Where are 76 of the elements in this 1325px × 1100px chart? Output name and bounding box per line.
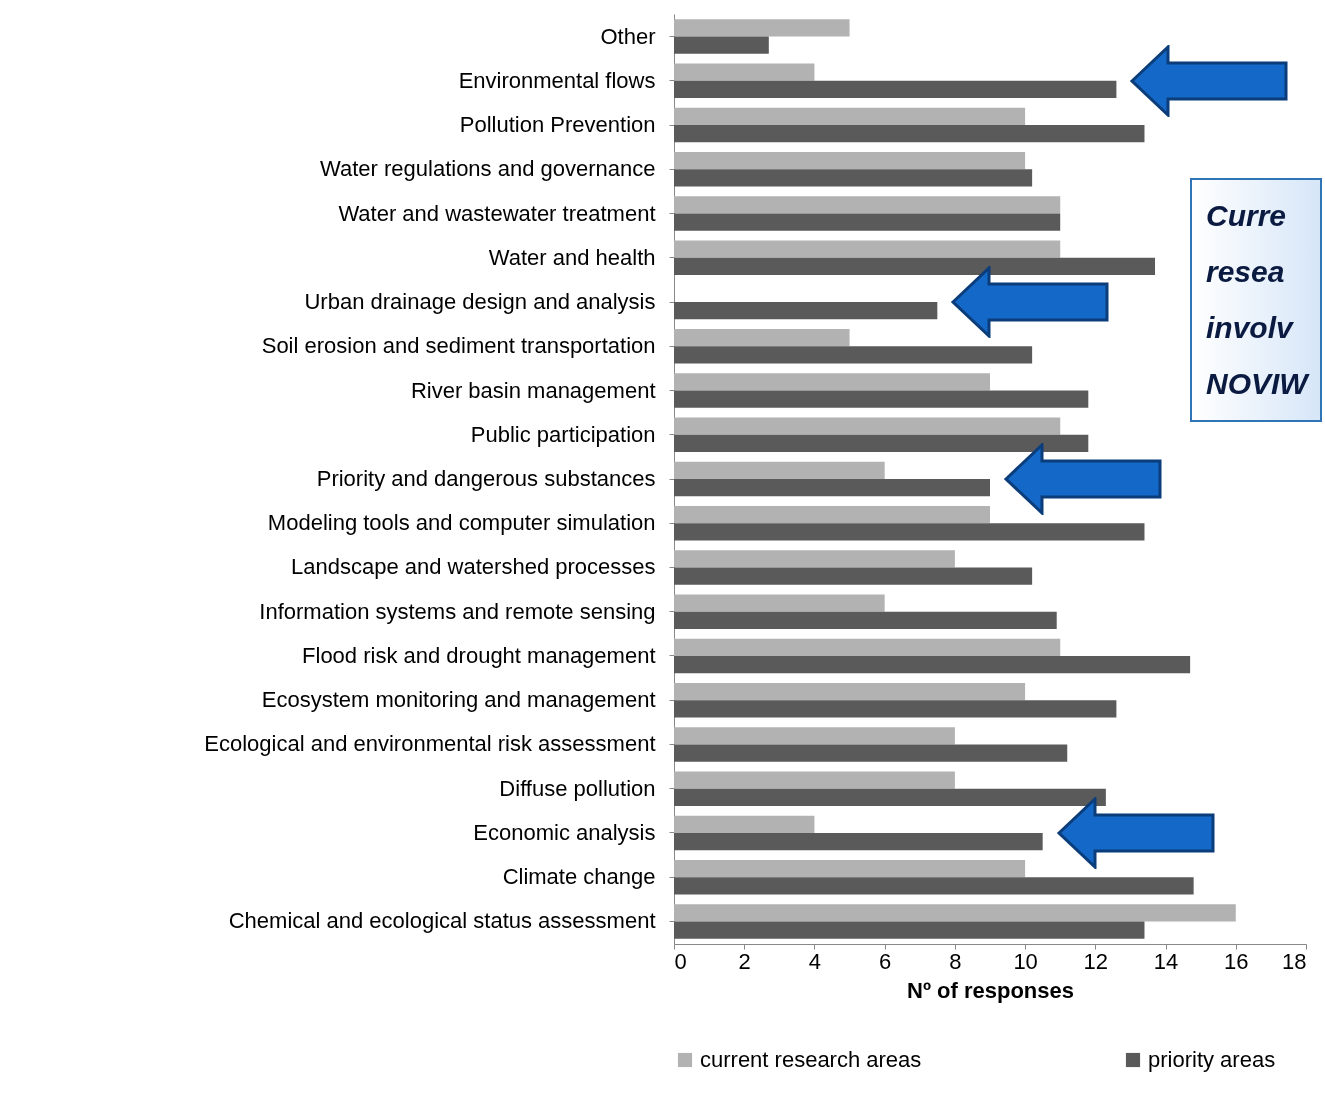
bar: [674, 815, 815, 833]
y-tick-label: Economic analysis: [473, 819, 656, 845]
y-tick-label: Landscape and watershed processes: [291, 554, 656, 580]
bar: [674, 373, 990, 391]
bar: [674, 240, 1061, 258]
y-tick-label: Ecological and environmental risk assessment: [204, 731, 656, 757]
bar: [674, 63, 815, 81]
y-tick-label: Climate change: [502, 864, 656, 890]
y-tick-label: Diffuse pollution: [499, 775, 656, 801]
x-tick-label: 18: [1282, 948, 1307, 974]
bar: [674, 727, 955, 745]
y-tick-label: Water regulations and governance: [320, 156, 656, 182]
y-tick-label: River basin management: [410, 377, 656, 403]
bar: [674, 550, 955, 568]
y-tick-label: Water and health: [488, 244, 656, 270]
bar: [674, 417, 1061, 435]
bar: [674, 107, 1026, 126]
x-tick-label: 10: [1013, 948, 1038, 974]
bar: [674, 257, 1156, 276]
y-tick-label: Pollution Prevention: [459, 112, 656, 138]
bar: [674, 213, 1061, 231]
x-tick-label: 8: [949, 948, 962, 974]
bar: [674, 744, 1068, 762]
annotation: Curre resea involv NOVIW: [1206, 198, 1311, 402]
bar: [674, 859, 1026, 878]
y-tick-label: Flood risk and drought management: [302, 642, 656, 668]
bar: [674, 788, 1106, 806]
bar: [674, 682, 1026, 701]
bar: [674, 36, 769, 54]
bar: [674, 196, 1061, 214]
bar: [674, 523, 1145, 541]
bar: [674, 329, 850, 347]
bar: [674, 346, 1033, 364]
y-tick-label: Chemical and ecological status assessment: [228, 908, 656, 934]
x-tick-label: 2: [738, 948, 751, 974]
bar: [674, 638, 1061, 656]
y-tick-label: Modeling tools and computer simulation: [267, 510, 656, 536]
bar: [674, 771, 955, 789]
x-tick-label: 0: [674, 948, 687, 974]
bar: [674, 19, 850, 37]
bar: [674, 567, 1033, 585]
bar: [674, 80, 1117, 99]
bar: [674, 877, 1194, 895]
bar: [674, 152, 1026, 170]
bar: [674, 655, 1191, 674]
y-tick-label: Priority and dangerous substances: [316, 466, 656, 491]
x-tick-label: 6: [879, 948, 892, 974]
bar: [674, 832, 1043, 851]
bar: [674, 125, 1145, 143]
bar: [674, 594, 885, 612]
bar: [674, 505, 990, 524]
bar: [674, 302, 938, 320]
y-tick-label: Environmental flows: [458, 67, 656, 93]
y-tick-label: Other: [600, 23, 656, 49]
x-axis-title: Nº of responses: [907, 977, 1074, 1003]
bar: [674, 434, 1089, 453]
x-tick-label: 12: [1083, 948, 1109, 974]
y-tick-label: Water and wastewater treatment: [338, 200, 656, 226]
bar: [674, 461, 885, 479]
bar: [674, 611, 1057, 629]
bar: [674, 390, 1089, 408]
y-tick-label: Information systems and remote sensing: [259, 598, 656, 624]
x-tick-label: 16: [1224, 948, 1249, 974]
y-tick-label: Soil erosion and sediment transportation: [261, 333, 656, 359]
y-tick-label: Ecosystem monitoring and management: [261, 687, 656, 713]
y-tick-label: Public participation: [470, 421, 656, 447]
legend-label: current research areas: [700, 1047, 922, 1072]
bar: [674, 904, 1236, 922]
bar: [674, 479, 990, 497]
legend-label: priority areas: [1148, 1047, 1276, 1072]
x-tick-label: 4: [808, 948, 822, 974]
x-tick-label: 14: [1153, 948, 1179, 974]
y-tick-label: Urban drainage design and analysis: [304, 289, 656, 315]
bar: [674, 921, 1145, 939]
bar: [674, 700, 1117, 718]
bar: [674, 169, 1033, 187]
